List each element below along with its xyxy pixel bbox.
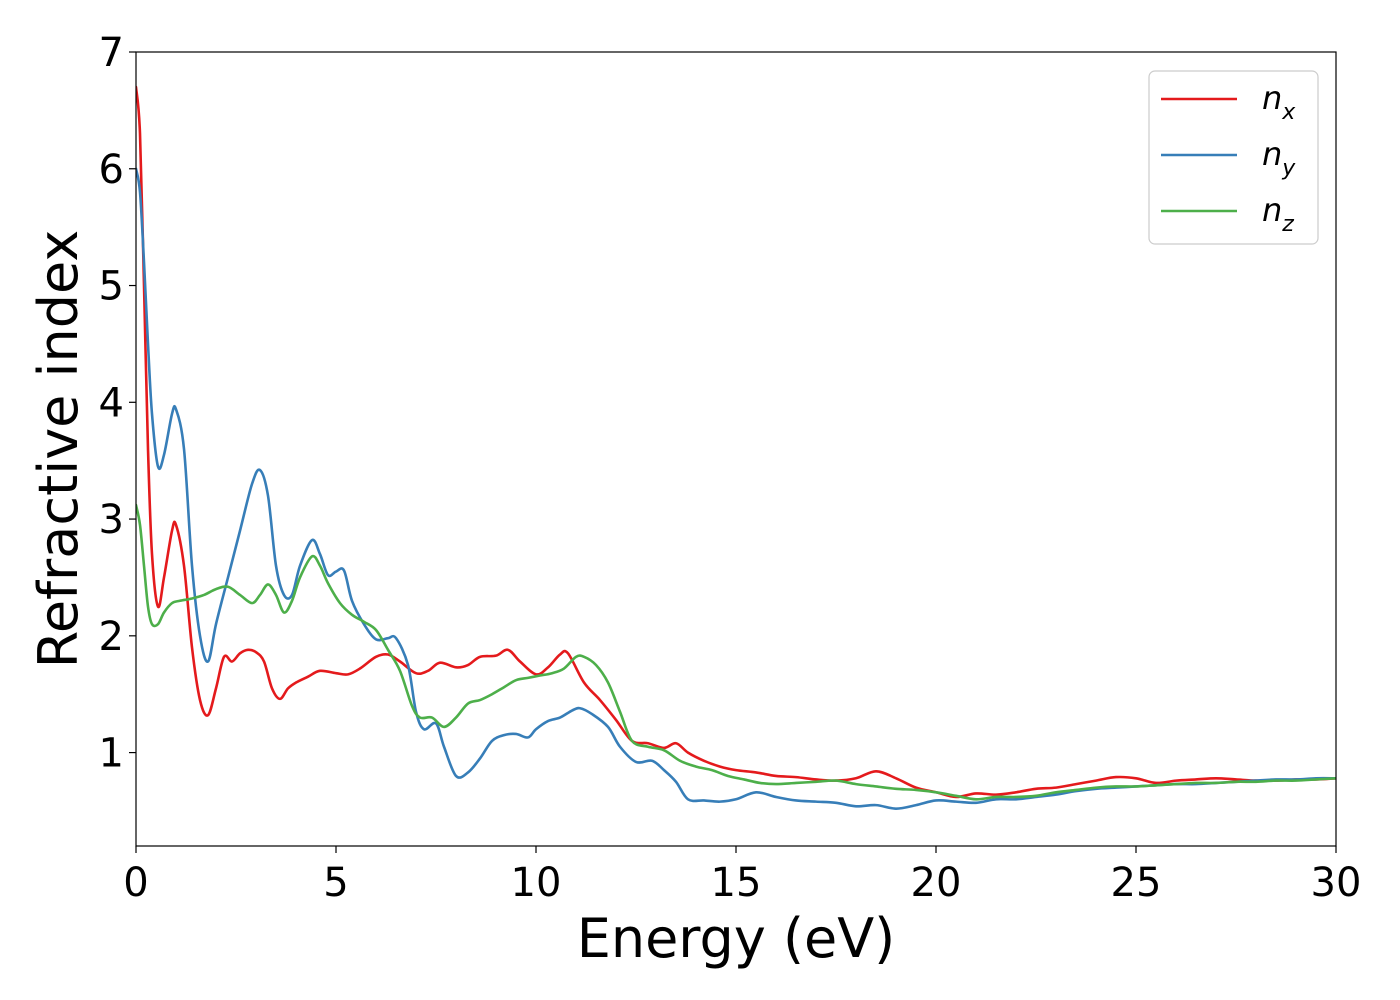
legend-label-nz: nz bbox=[1262, 191, 1294, 237]
y-tick-label: 2 bbox=[99, 614, 124, 660]
y-tick-label: 6 bbox=[99, 147, 124, 193]
x-tick-label: 15 bbox=[711, 860, 762, 906]
legend-label-base: n bbox=[1262, 191, 1282, 229]
y-tick-label: 3 bbox=[99, 497, 124, 543]
legend-label-ny: ny bbox=[1262, 135, 1296, 181]
legend-label-subscript: z bbox=[1281, 212, 1294, 237]
y-tick-label: 7 bbox=[99, 30, 124, 76]
x-tick-label: 25 bbox=[1111, 860, 1162, 906]
legend-label-subscript: x bbox=[1281, 100, 1296, 125]
y-tick-label: 4 bbox=[99, 380, 124, 426]
x-tick-label: 20 bbox=[911, 860, 962, 906]
legend-label-base: n bbox=[1262, 79, 1282, 117]
legend-label-subscript: y bbox=[1281, 156, 1296, 181]
x-tick-label: 10 bbox=[511, 860, 562, 906]
x-tick-label: 30 bbox=[1311, 860, 1362, 906]
y-axis-label: Refractive index bbox=[27, 230, 90, 669]
x-tick-label: 0 bbox=[123, 860, 148, 906]
x-axis-ticks: 0 5 10 15 20 25 30 bbox=[123, 846, 1361, 906]
y-axis-ticks: 1 2 3 4 5 6 7 bbox=[99, 30, 136, 777]
legend-label-base: n bbox=[1262, 135, 1282, 173]
x-tick-label: 5 bbox=[323, 860, 348, 906]
x-axis-label: Energy (eV) bbox=[577, 907, 896, 970]
legend-label-nx: nx bbox=[1262, 79, 1296, 125]
legend-box bbox=[1148, 70, 1319, 245]
series-line-nz bbox=[136, 503, 1336, 801]
y-tick-label: 1 bbox=[99, 731, 124, 777]
series-line-nx bbox=[136, 85, 1336, 799]
plot-lines bbox=[136, 85, 1336, 810]
y-tick-label: 5 bbox=[99, 264, 124, 310]
